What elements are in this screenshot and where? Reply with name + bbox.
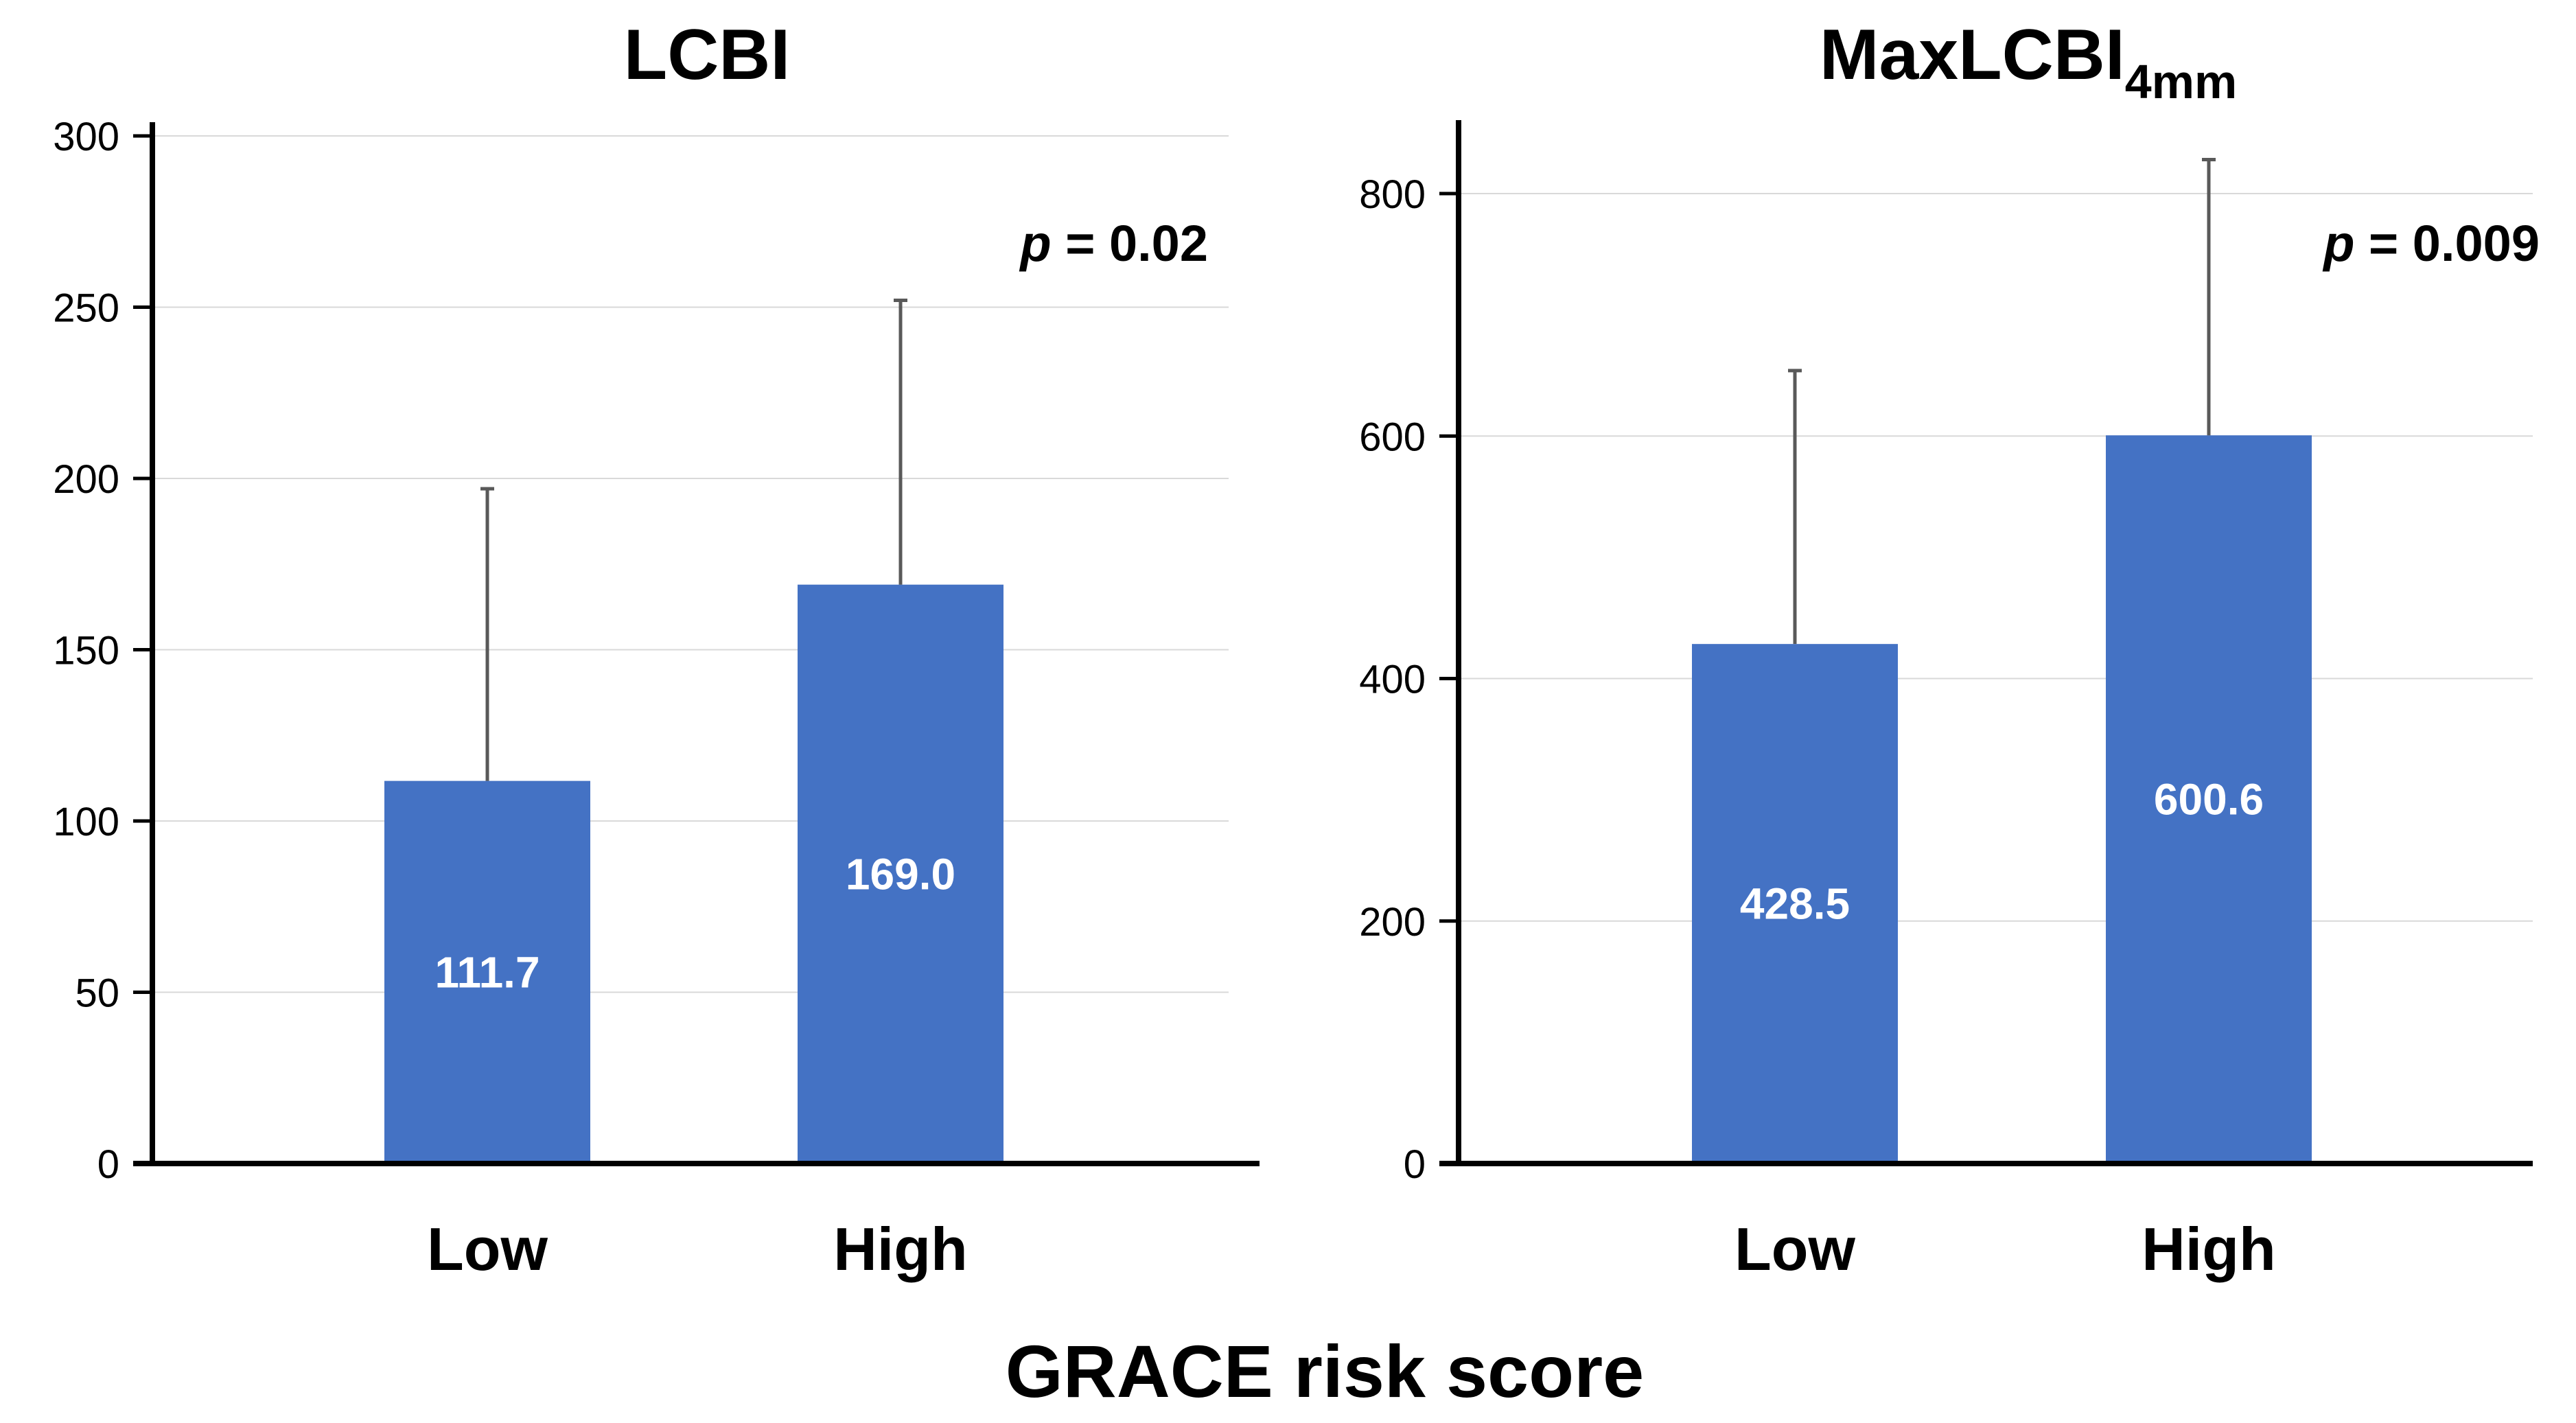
y-tick-label: 200 [1359,900,1426,945]
y-tick-label: 250 [53,286,119,331]
category-label-low: Low [427,1215,548,1283]
category-label-high: High [2142,1215,2276,1283]
chart-panel-lcbi: 0 50 100 150 200 250 300 111.7 Low 169.0 High LCBI p… [53,15,1260,1283]
y-tick-label: 0 [1404,1142,1426,1187]
y-tick-label: 600 [1359,415,1426,459]
category-label-low: Low [1734,1215,1856,1283]
data-label: 169.0 [846,849,955,899]
y-tick-label: 100 [53,800,119,844]
chart-panel-maxlcbi: 0 200 400 600 800 428.5 Low 600.6 High MaxLCBI4mm… [1359,15,2540,1283]
y-tick-label: 400 [1359,658,1426,702]
bar-high [798,584,1003,1164]
bar-low [384,780,590,1164]
bar-high [2106,435,2312,1164]
y-tick-label: 200 [53,457,119,502]
y-tick-label: 800 [1359,172,1426,217]
y-tick-label: 300 [53,115,119,159]
data-label: 428.5 [1740,879,1850,929]
y-tick-label: 150 [53,629,119,673]
p-value-annotation: p = 0.009 [2322,215,2540,272]
x-axis-title: GRACE risk score [1006,1330,1644,1413]
category-label-high: High [833,1215,968,1283]
chart-title: MaxLCBI4mm [1820,15,2237,108]
y-tick-label: 50 [75,971,119,1016]
chart-title: LCBI [624,15,791,95]
y-tick-label: 0 [97,1142,119,1187]
bar-low [1692,644,1898,1164]
p-value-annotation: p = 0.02 [1019,215,1208,272]
data-label: 111.7 [434,947,539,997]
data-label: 600.6 [2154,775,2264,824]
